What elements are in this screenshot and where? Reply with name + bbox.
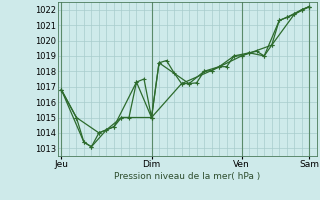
X-axis label: Pression niveau de la mer( hPa ): Pression niveau de la mer( hPa ): [114, 172, 260, 181]
